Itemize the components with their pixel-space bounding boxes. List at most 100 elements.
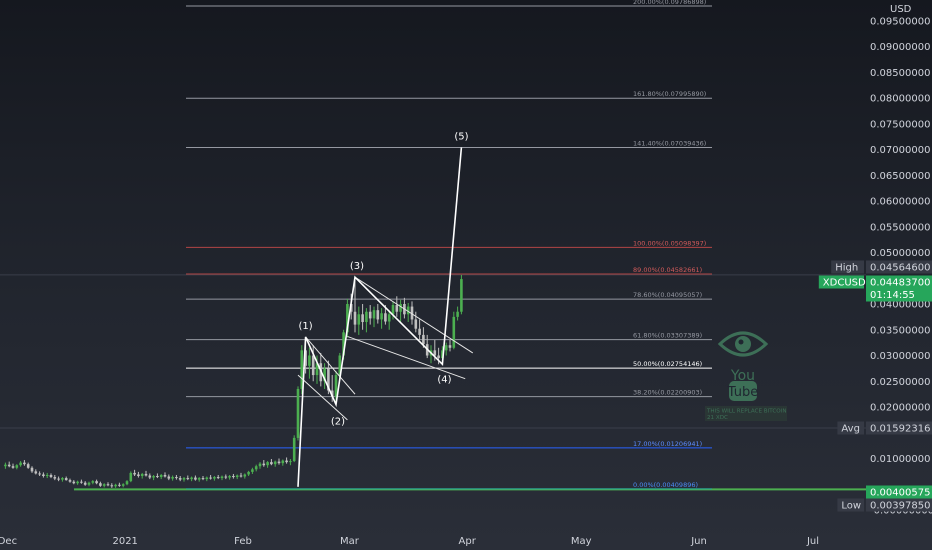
candle	[49, 473, 53, 479]
candles	[4, 274, 463, 488]
candle-body	[106, 484, 110, 486]
fib-level-label: 161.80%(0.07995890)	[633, 90, 706, 98]
price-tag-name-bg	[818, 275, 864, 289]
y-tick-label: 0.02000000	[870, 403, 930, 414]
drawings[interactable]: (1) (2) (3) (4) (5)	[297, 131, 474, 487]
y-tick-label: 0.08000000	[870, 94, 930, 105]
candle-body	[99, 483, 102, 486]
candle	[57, 476, 60, 482]
candle	[7, 461, 11, 468]
x-tick-label: 2021	[112, 536, 137, 547]
candle-body	[270, 462, 273, 465]
candle	[368, 305, 372, 325]
candle-body	[380, 313, 383, 320]
price-tag-value: 0.00400575	[870, 488, 930, 499]
candle-body	[220, 476, 224, 479]
candle	[235, 474, 239, 480]
channel-line[interactable]	[297, 374, 348, 421]
price-tag-value-bg	[866, 260, 932, 274]
candle	[277, 458, 281, 465]
candle	[243, 473, 247, 479]
candle	[300, 345, 304, 395]
candle	[163, 472, 167, 478]
candle	[190, 476, 193, 482]
watermark-tube-box	[729, 381, 757, 401]
candle	[406, 302, 410, 323]
candle-body	[76, 481, 79, 484]
candle	[4, 462, 7, 469]
candle	[410, 301, 414, 325]
candle	[137, 471, 140, 478]
candle	[232, 473, 235, 479]
price-tag: 0.00400575	[866, 485, 932, 499]
candle-body	[72, 481, 76, 484]
wave-label: (4)	[437, 374, 451, 385]
candle-body	[292, 437, 296, 462]
candle-body	[178, 478, 182, 480]
elliott-wave-line[interactable]	[297, 147, 463, 487]
candle	[102, 483, 106, 488]
candle	[118, 482, 121, 487]
candle-body	[175, 477, 178, 479]
price-tag-value: 0.00397850	[870, 501, 930, 512]
candle	[414, 311, 418, 333]
candle	[26, 462, 30, 469]
y-tick-label: 0.03000000	[870, 351, 930, 362]
wave-label: (5)	[454, 131, 468, 142]
y-tick-label: 0.03500000	[870, 325, 930, 336]
candle-body	[384, 313, 387, 322]
candle-body	[258, 463, 262, 467]
candle	[266, 461, 269, 468]
candle	[19, 461, 22, 467]
y-tick-label: 0.09000000	[870, 42, 930, 53]
fib-level-label: 50.00%(0.02754146)	[633, 360, 702, 368]
candle-body	[15, 465, 19, 468]
candle-body	[140, 473, 144, 477]
candle	[61, 477, 64, 482]
fib-level-label: 17.00%(0.01206941)	[633, 440, 702, 448]
candle-body	[110, 485, 114, 487]
candle-body	[213, 477, 216, 479]
channel-line[interactable]	[347, 335, 466, 380]
candle	[251, 467, 254, 474]
candle-body	[23, 462, 26, 465]
candle-body	[323, 368, 326, 382]
x-tick-label: Feb	[234, 536, 252, 547]
x-tick-label: Mar	[340, 536, 360, 547]
candle	[323, 363, 326, 389]
candle-body	[11, 466, 15, 468]
candle-body	[235, 475, 239, 478]
price-tag: Avg 0.01592316	[837, 421, 932, 435]
candle	[175, 474, 178, 480]
candle-body	[395, 305, 399, 312]
candle	[83, 481, 87, 486]
wave-label: (2)	[331, 416, 345, 427]
price-tag-name: Low	[841, 501, 861, 512]
price-tag-value-bg	[866, 485, 932, 499]
channel-line[interactable]	[354, 276, 474, 354]
channel-line[interactable]	[305, 336, 356, 395]
candle	[171, 475, 174, 481]
candle	[201, 476, 205, 481]
candle	[395, 296, 399, 317]
candle	[213, 476, 216, 481]
candle	[209, 474, 212, 480]
y-tick-label: 0.08500000	[870, 68, 930, 79]
candle-body	[228, 476, 231, 478]
candle	[182, 477, 186, 482]
candle	[42, 472, 45, 478]
candle-body	[118, 484, 121, 486]
candle-body	[281, 460, 285, 464]
price-tag-name-bg	[837, 421, 864, 435]
y-tick-label: 0.02500000	[870, 377, 930, 388]
price-tag-value: 0.04483700	[870, 278, 930, 289]
fib-retracement[interactable]: 200.00%(0.09786898) 161.80%(0.07995890) 14…	[186, 0, 712, 490]
candle-body	[224, 476, 228, 478]
price-tag: Low 0.00397850	[837, 498, 932, 512]
candle	[152, 474, 155, 481]
candle-body	[133, 472, 136, 475]
x-tick-label: Dec	[0, 536, 17, 547]
candle	[114, 483, 117, 488]
candle	[159, 473, 163, 480]
candle	[228, 474, 231, 480]
